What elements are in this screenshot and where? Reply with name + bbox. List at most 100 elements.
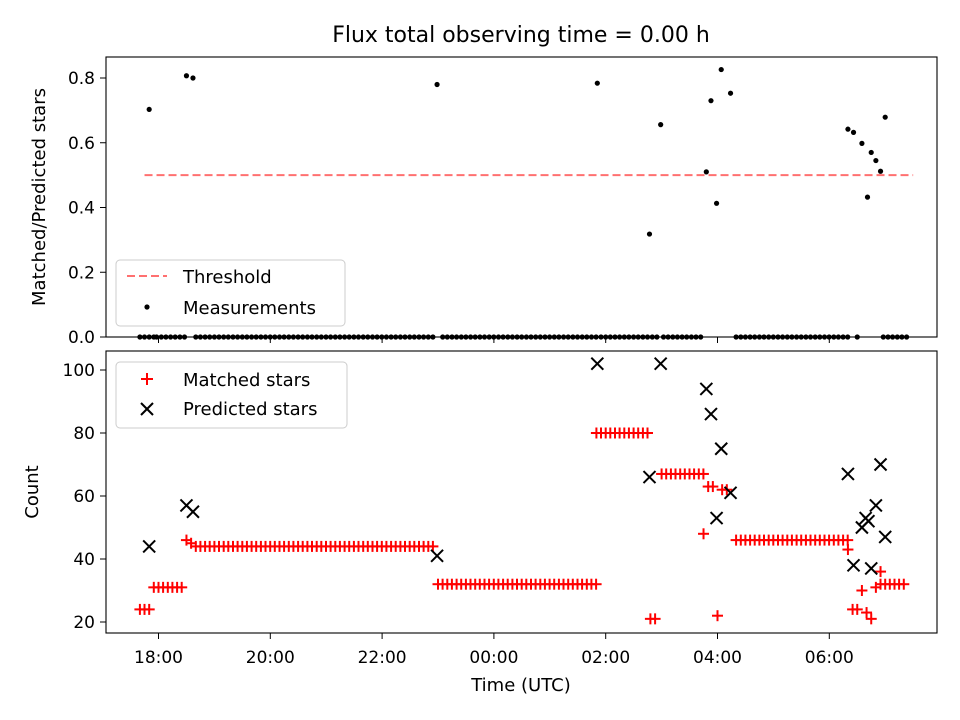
- bottom-y-tick-label: 20: [73, 613, 95, 633]
- top-y-axis-label: Matched/Predicted stars: [29, 88, 50, 306]
- x-tick-label: 00:00: [469, 648, 518, 668]
- top-plot-frame: [105, 56, 938, 338]
- top-y-tick-label: 0.0: [68, 328, 95, 348]
- matched-star-marker: [698, 528, 710, 540]
- x-tick-label: 20:00: [246, 648, 295, 668]
- predicted-star-marker: [723, 486, 738, 500]
- predicted-star-marker: [642, 470, 657, 484]
- bottom-legend: Matched stars Predicted stars: [115, 361, 348, 429]
- matched-star-marker: [185, 537, 197, 549]
- predicted-star-marker: [704, 407, 718, 421]
- matched-star-marker: [649, 613, 661, 625]
- predicted-star-marker: [878, 530, 892, 544]
- bottom-y-tick-label: 40: [73, 550, 95, 570]
- measurement-point: [594, 80, 600, 86]
- top-panel: 0.00.20.40.60.8 Matched/Predicted stars …: [29, 56, 938, 348]
- legend-matched-label: Matched stars: [183, 370, 310, 391]
- x-tick-label: 06:00: [805, 648, 854, 668]
- matched-star-marker: [875, 566, 887, 578]
- matched-star-marker: [143, 603, 155, 615]
- predicted-stars-series: [142, 356, 892, 576]
- measurement-point: [646, 231, 653, 237]
- top-y-tick-label: 0.4: [68, 199, 95, 219]
- x-tick-label: 22:00: [358, 648, 407, 668]
- predicted-star-marker: [699, 382, 714, 396]
- measurement-point: [146, 106, 152, 113]
- matched-star-marker: [856, 585, 868, 596]
- top-y-tick-label: 0.8: [68, 69, 95, 89]
- matched-star-marker: [712, 610, 723, 622]
- matched-star-marker: [898, 578, 910, 590]
- bottom-y-tick-label: 60: [73, 487, 95, 507]
- matched-star-marker: [870, 581, 882, 593]
- predicted-star-marker: [846, 558, 861, 573]
- predicted-star-marker: [841, 467, 855, 481]
- legend-measurements-swatch: [144, 304, 150, 310]
- predicted-star-marker: [714, 442, 728, 456]
- matched-star-marker: [842, 534, 854, 546]
- x-axis-label: Time (UTC): [470, 675, 571, 696]
- measurement-point: [850, 129, 857, 135]
- x-tick-label: 18:00: [134, 648, 183, 668]
- matched-star-marker: [851, 603, 863, 615]
- measurement-point: [190, 75, 196, 81]
- legend-predicted-swatch: [140, 402, 154, 416]
- measurement-point: [703, 169, 709, 175]
- bottom-plot-frame: [105, 350, 938, 634]
- predicted-star-marker: [186, 505, 200, 519]
- bottom-y-axis-label: Count: [22, 465, 43, 518]
- predicted-star-marker: [869, 498, 883, 513]
- measurement-point: [877, 168, 884, 174]
- predicted-star-marker: [709, 511, 724, 525]
- measurement-point: [859, 140, 865, 146]
- measurement-point: [727, 90, 734, 96]
- x-tick-label: 02:00: [581, 648, 630, 668]
- bottom-x-axis: 18:00 20:00 22:00 00:00 02:00 04:00 06:00: [134, 633, 854, 668]
- legend-predicted-label: Predicted stars: [183, 399, 317, 420]
- top-y-axis: 0.0 0.2 0.4 0.6 0.8: [68, 69, 106, 348]
- chart-title: Flux total observing time = 0.00 h: [332, 23, 710, 48]
- top-legend: Threshold Measurements: [115, 259, 346, 327]
- matched-star-marker: [176, 581, 188, 593]
- matched-star-marker: [590, 578, 602, 590]
- predicted-star-marker: [653, 356, 668, 371]
- measurement-point: [718, 66, 724, 73]
- x-tick-label: 04:00: [693, 648, 742, 668]
- top-legend-box: [115, 259, 346, 327]
- top-y-tick-label: 0.2: [68, 263, 95, 283]
- matched-star-marker: [427, 540, 439, 552]
- legend-matched-swatch: [141, 373, 153, 385]
- predicted-star-marker: [861, 514, 876, 528]
- measurement-point: [183, 73, 190, 79]
- matched-star-marker: [865, 613, 877, 625]
- predicted-star-marker: [142, 539, 156, 554]
- bottom-y-tick-label: 80: [73, 424, 95, 444]
- measurement-point: [658, 122, 664, 128]
- matched-star-marker: [842, 544, 854, 556]
- measurement-point: [845, 126, 851, 132]
- predicted-star-marker: [864, 561, 878, 576]
- predicted-star-marker: [430, 549, 444, 563]
- measurement-point: [708, 98, 714, 104]
- matched-star-marker: [642, 427, 653, 439]
- measurement-point: [434, 81, 440, 88]
- bottom-y-tick-label: 100: [63, 361, 95, 381]
- matched-star-marker: [697, 468, 709, 480]
- predicted-star-marker: [590, 356, 605, 371]
- legend-measurements-label: Measurements: [183, 298, 316, 319]
- bottom-panel: 20 40 60 80 100 18:00 20:00 22:00 00:00 02:00 04:…: [22, 350, 938, 696]
- measurement-point: [873, 157, 879, 164]
- top-y-tick-label: 0.6: [68, 134, 95, 154]
- matched-star-marker: [861, 607, 873, 619]
- measurement-point: [882, 114, 888, 120]
- bottom-y-axis: 20 40 60 80 100: [63, 361, 106, 633]
- legend-threshold-label: Threshold: [182, 267, 272, 288]
- matched-star-marker: [707, 481, 719, 493]
- measurement-point: [868, 149, 874, 156]
- measurement-point: [713, 200, 720, 206]
- predicted-star-marker: [873, 457, 888, 472]
- matched-stars-series: [134, 427, 910, 625]
- bottom-legend-box: [115, 361, 348, 429]
- measurement-point: [864, 194, 871, 200]
